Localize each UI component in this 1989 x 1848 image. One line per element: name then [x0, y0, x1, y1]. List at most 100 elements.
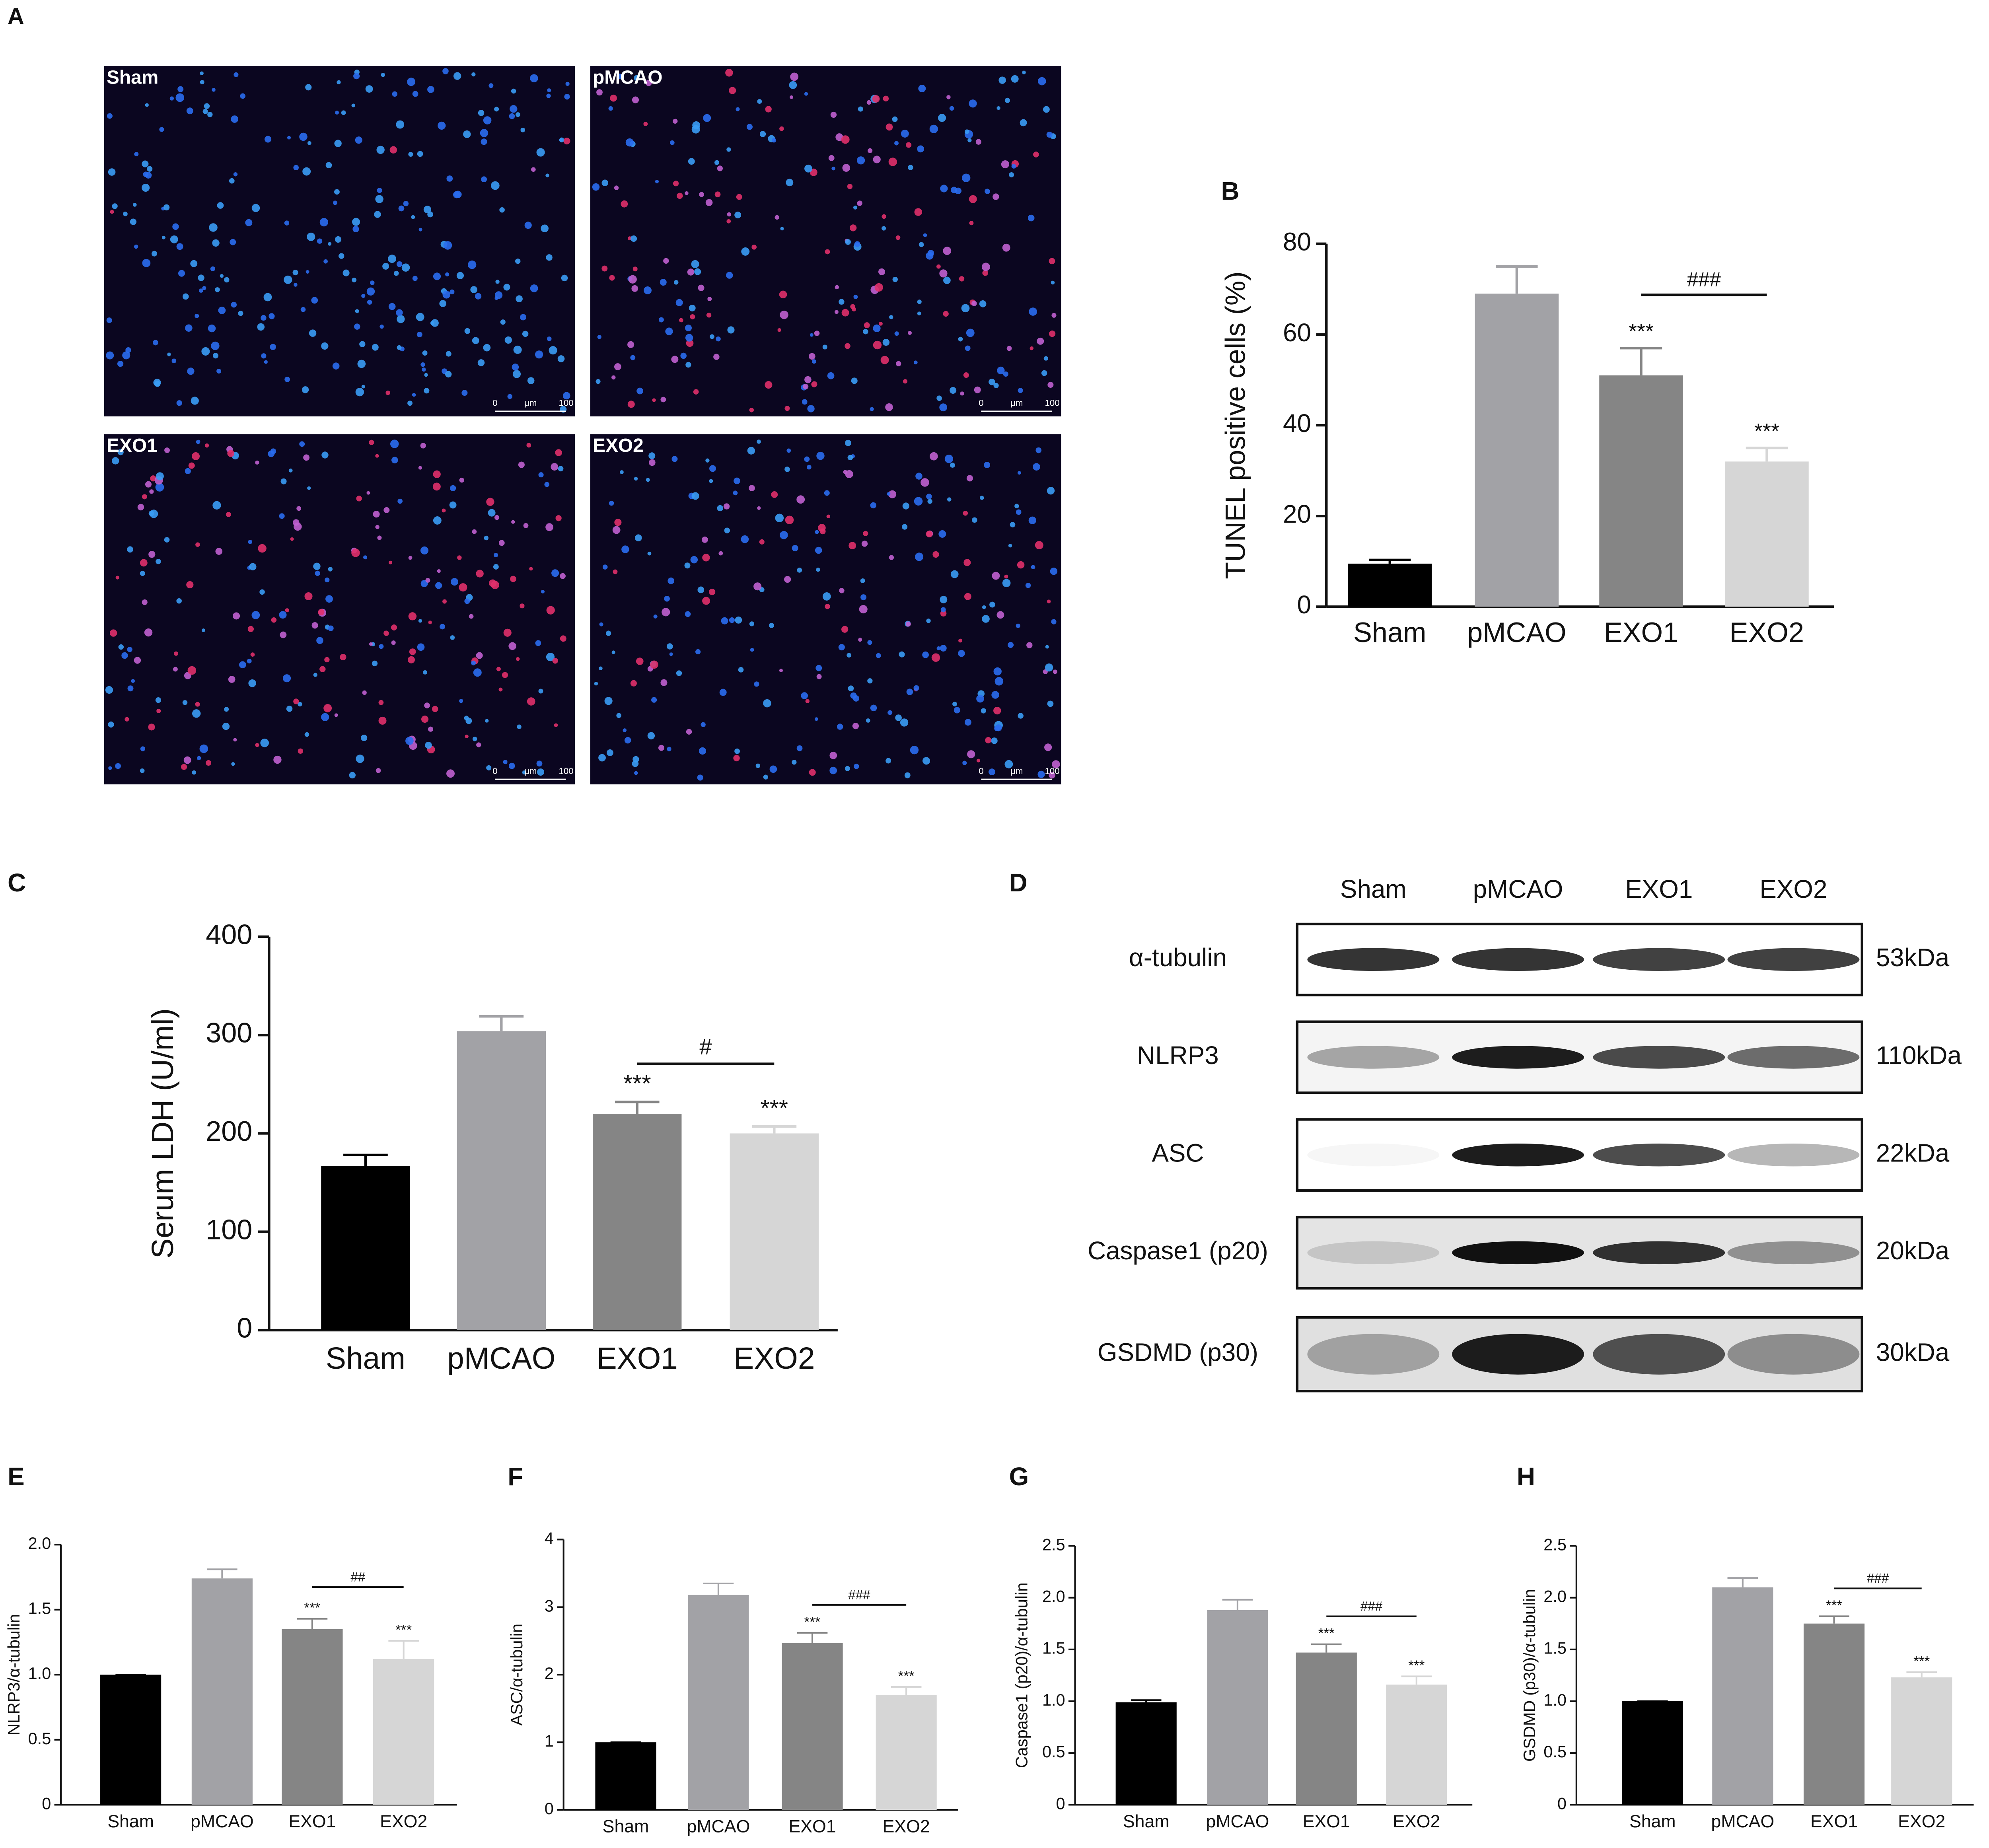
cell-nucleus — [355, 136, 362, 144]
cell-nucleus — [112, 457, 119, 465]
cell-nucleus — [306, 270, 309, 274]
cell-nucleus — [255, 460, 259, 465]
cell-nucleus — [1049, 772, 1055, 779]
cell-nucleus — [699, 747, 706, 755]
cell-nucleus — [311, 622, 318, 629]
cell-nucleus — [535, 640, 541, 646]
scale-unit: μm — [1010, 398, 1023, 408]
cell-nucleus — [872, 95, 880, 103]
cell-nucleus — [746, 124, 753, 130]
cell-nucleus — [1029, 307, 1037, 316]
cell-nucleus — [248, 540, 253, 544]
cell-nucleus — [849, 224, 857, 231]
cell-nucleus — [537, 768, 545, 776]
cell-nucleus — [1011, 75, 1019, 83]
cell-nucleus — [302, 167, 311, 176]
cell-nucleus — [856, 156, 865, 165]
cell-nucleus — [442, 68, 449, 74]
cell-nucleus — [355, 387, 364, 397]
cell-nucleus — [1033, 463, 1040, 471]
cell-nucleus — [801, 692, 808, 699]
cell-nucleus — [457, 555, 462, 560]
cell-nucleus — [321, 342, 329, 350]
bar — [1475, 294, 1559, 607]
blot-band — [1727, 1143, 1860, 1167]
cell-nucleus — [412, 393, 416, 397]
cell-nucleus — [853, 294, 858, 299]
cell-nucleus — [917, 145, 924, 153]
cell-nucleus — [849, 542, 856, 550]
cell-nucleus — [192, 709, 201, 718]
cell-nucleus — [596, 89, 603, 96]
cell-nucleus — [284, 220, 290, 226]
cell-nucleus — [318, 609, 325, 616]
cell-nucleus — [481, 176, 487, 183]
cell-nucleus — [130, 218, 137, 225]
cell-nucleus — [699, 192, 705, 197]
cell-nucleus — [858, 638, 862, 642]
cell-nucleus — [727, 212, 732, 217]
cell-nucleus — [564, 94, 570, 100]
cell-nucleus — [671, 456, 678, 462]
cell-nucleus — [325, 577, 330, 583]
cell-nucleus — [1003, 371, 1008, 377]
cell-nucleus — [866, 100, 871, 105]
cell-nucleus — [545, 523, 554, 531]
cell-nucleus — [1008, 642, 1014, 648]
cell-nucleus — [524, 222, 532, 229]
cell-nucleus — [513, 345, 522, 354]
bar — [1207, 1610, 1268, 1805]
cell-nucleus — [170, 235, 178, 243]
cell-nucleus — [307, 232, 315, 241]
cell-nucleus — [913, 685, 919, 691]
cell-nucleus — [926, 619, 931, 623]
cell-nucleus — [226, 512, 231, 517]
cell-nucleus — [425, 741, 432, 749]
cell-nucleus — [156, 558, 161, 564]
cell-nucleus — [842, 164, 850, 172]
cell-nucleus — [522, 331, 529, 337]
cell-nucleus — [299, 441, 305, 447]
x-tick-label: Sham — [603, 1817, 649, 1836]
y-tick-label: 2.5 — [1042, 1535, 1065, 1554]
cell-nucleus — [536, 761, 543, 766]
cell-nucleus — [982, 615, 990, 623]
x-tick-label: EXO2 — [1393, 1812, 1440, 1831]
cell-nucleus — [127, 685, 134, 692]
bar — [1599, 375, 1683, 607]
cell-nucleus — [1020, 119, 1027, 126]
cell-nucleus — [338, 253, 344, 259]
cell-nucleus — [841, 309, 849, 317]
cell-nucleus — [337, 80, 341, 85]
cell-nucleus — [396, 309, 403, 316]
cell-nucleus — [418, 228, 422, 231]
cell-nucleus — [212, 353, 219, 359]
cell-nucleus — [714, 160, 720, 165]
cell-nucleus — [463, 130, 471, 138]
cell-nucleus — [530, 74, 538, 83]
scale-end: 100 — [1045, 766, 1059, 776]
cell-nucleus — [943, 276, 951, 284]
cell-nucleus — [508, 642, 516, 650]
cell-nucleus — [546, 254, 553, 261]
cell-nucleus — [828, 155, 835, 161]
cell-nucleus — [270, 344, 276, 350]
cell-nucleus — [117, 449, 124, 455]
cell-nucleus — [1004, 760, 1013, 768]
bar — [1115, 1702, 1177, 1805]
cell-nucleus — [992, 572, 1000, 580]
cell-nucleus — [421, 715, 429, 723]
x-tick-label: EXO1 — [1810, 1812, 1858, 1831]
cell-nucleus — [557, 355, 565, 362]
significance-mark: *** — [1826, 1598, 1842, 1613]
cell-nucleus — [204, 443, 209, 448]
cell-nucleus — [883, 95, 889, 102]
cell-nucleus — [736, 194, 742, 200]
cell-nucleus — [155, 483, 164, 492]
cell-nucleus — [963, 510, 968, 516]
cell-nucleus — [830, 111, 837, 118]
cell-nucleus — [502, 672, 508, 678]
x-tick-label: EXO2 — [1730, 617, 1804, 648]
cell-nucleus — [870, 407, 874, 411]
cell-nucleus — [555, 515, 562, 521]
